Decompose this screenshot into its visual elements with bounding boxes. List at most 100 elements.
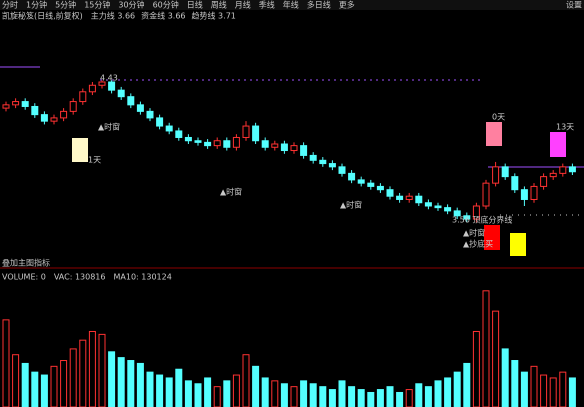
candle-body	[530, 185, 538, 200]
toolbar-tab[interactable]: 更多	[339, 0, 355, 10]
volume-header: VAC: 130816	[54, 273, 106, 282]
volume-bar	[223, 380, 231, 407]
volume-bar	[280, 383, 288, 407]
candle-body	[520, 189, 528, 200]
volume-bar	[146, 371, 154, 407]
candle-body	[405, 195, 413, 200]
candle-body	[60, 110, 68, 119]
volume-bar	[463, 362, 471, 407]
candle-body	[309, 154, 317, 161]
toolbar-tab[interactable]: 30分钟	[118, 0, 144, 10]
volume-bar	[2, 319, 10, 407]
toolbar-tab[interactable]: 分时	[2, 0, 18, 10]
volume-bar	[184, 380, 192, 407]
candle-body	[50, 117, 58, 122]
volume-bar	[136, 362, 144, 407]
candle-body	[242, 125, 250, 138]
volume-bar	[319, 386, 327, 407]
volume-bar	[50, 365, 58, 407]
candle-body	[492, 166, 500, 184]
toolbar-tab[interactable]: 多日线	[307, 0, 331, 10]
candle-body	[194, 140, 202, 143]
volume-bar	[300, 380, 308, 407]
toolbar-tab[interactable]: 日线	[187, 0, 203, 10]
main-label: 叠加主图指标	[2, 258, 50, 268]
volume-bar	[21, 362, 29, 407]
candle-body	[127, 96, 135, 106]
candle-body	[88, 84, 96, 93]
toolbar-tab[interactable]: 60分钟	[153, 0, 179, 10]
candle-body	[271, 143, 279, 148]
volume-bar	[568, 377, 576, 407]
candle-body	[108, 81, 116, 91]
signal-box	[484, 225, 500, 250]
candle-body	[79, 91, 87, 103]
toolbar-tab[interactable]: 月线	[235, 0, 251, 10]
volume-bar	[453, 371, 461, 407]
volume-bar	[348, 386, 356, 407]
volume-bar	[98, 333, 106, 407]
candle-body	[319, 159, 327, 165]
candle-body	[501, 166, 509, 178]
volume-bar	[424, 386, 432, 407]
volume-bar	[511, 360, 519, 407]
candle-body	[357, 179, 365, 184]
annotation: ▲时窗	[340, 200, 362, 210]
volume-bar	[165, 377, 173, 407]
volume-bar	[309, 383, 317, 407]
candle-body	[165, 125, 173, 132]
volume-bar	[252, 365, 260, 407]
candle-body	[376, 185, 384, 191]
candle-body	[146, 110, 154, 119]
volume-bar	[530, 365, 538, 407]
volume-bar	[396, 391, 404, 407]
annotation: ▲时窗	[98, 122, 120, 132]
candle-body	[338, 166, 346, 174]
candle-body	[98, 81, 106, 86]
signal-box	[510, 233, 526, 256]
candle-body	[156, 117, 164, 127]
candle-body	[280, 143, 288, 152]
toolbar-tab[interactable]: 周线	[211, 0, 227, 10]
candle-body	[117, 89, 125, 98]
candle-body	[252, 125, 260, 142]
volume-bar	[194, 383, 202, 407]
volume-bar	[204, 377, 212, 407]
candle-body	[472, 205, 480, 220]
candle-body	[463, 215, 471, 220]
annotation: 13天	[556, 123, 574, 132]
annotation: 4.43	[100, 74, 118, 83]
volume-bar	[415, 383, 423, 407]
candle-body	[453, 210, 461, 217]
candle-body	[261, 140, 269, 148]
toolbar-tab[interactable]: 5分钟	[55, 0, 76, 10]
candle-body	[12, 101, 20, 106]
annotation: ▲抄底买	[463, 239, 493, 249]
toolbar-tab[interactable]: 1分钟	[26, 0, 47, 10]
volume-bar	[501, 348, 509, 407]
volume-bar	[549, 377, 557, 407]
volume-bar	[108, 351, 116, 407]
volume-bar	[472, 330, 480, 407]
volume-bar	[117, 357, 125, 407]
candle-body	[549, 172, 557, 178]
candle-body	[40, 114, 48, 122]
candle-body	[482, 182, 490, 207]
candle-body	[511, 176, 519, 191]
toolbar-right[interactable]: 设置	[566, 0, 582, 10]
toolbar-tab[interactable]: 15分钟	[84, 0, 110, 10]
candle-body	[396, 195, 404, 200]
signal-box	[550, 132, 566, 157]
candle-body	[184, 136, 192, 142]
annotation: 0天	[492, 113, 505, 122]
toolbar-tab[interactable]: 年线	[283, 0, 299, 10]
toolbar-tab[interactable]: 季线	[259, 0, 275, 10]
signal-box	[72, 138, 88, 162]
volume-bar	[434, 380, 442, 407]
volume-bar	[271, 380, 279, 407]
candle-body	[568, 166, 576, 173]
candle-body	[2, 104, 10, 109]
volume-bar	[444, 377, 452, 407]
volume-bar	[386, 386, 394, 407]
volume-header: VOLUME: 0	[2, 273, 46, 282]
